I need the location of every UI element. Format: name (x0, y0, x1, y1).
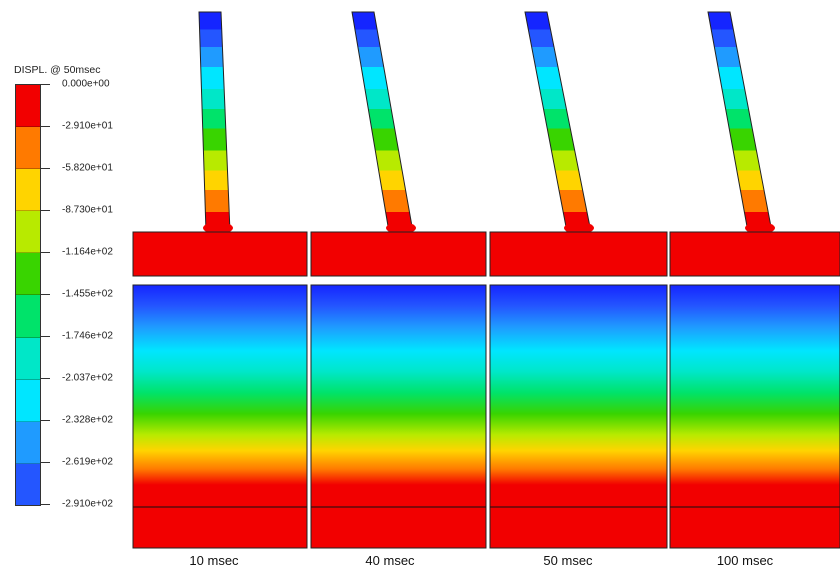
time-label-50ms: 50 msec (543, 553, 593, 568)
legend-tick (40, 336, 50, 337)
legend-tick (40, 504, 50, 505)
legend-swatch-5 (16, 253, 40, 296)
legend-label: -1.746e+02 (62, 330, 113, 342)
legend-swatch-3 (16, 169, 40, 212)
legend-swatch-8 (16, 379, 40, 422)
top-plate-1 (132, 231, 308, 277)
post-base-1 (203, 222, 233, 234)
post-base-3 (564, 222, 594, 234)
legend-label: -2.619e+02 (62, 456, 113, 468)
time-label-100ms: 100 msec (716, 553, 774, 568)
top-plate-3 (489, 231, 668, 277)
legend-swatch-2 (16, 127, 40, 170)
block-1 (132, 284, 308, 549)
time-label-10ms: 10 msec (189, 553, 239, 568)
legend-swatch-4 (16, 211, 40, 254)
post-2 (351, 11, 414, 233)
legend-tick (40, 252, 50, 253)
post-1 (198, 11, 231, 233)
legend-tick (40, 84, 50, 85)
legend-tick (40, 168, 50, 169)
legend-tick (40, 420, 50, 421)
legend-swatch-10 (16, 463, 40, 505)
legend-tick (40, 294, 50, 295)
legend-label: -1.164e+02 (62, 246, 113, 258)
top-plate-2 (310, 231, 487, 277)
legend-label: -2.910e+02 (62, 498, 113, 510)
legend-tick (40, 378, 50, 379)
legend-label: -2.328e+02 (62, 414, 113, 426)
block-4 (669, 284, 840, 549)
post-base-2 (386, 222, 416, 234)
post-4 (707, 11, 773, 233)
block-2 (310, 284, 487, 549)
block-3 (489, 284, 668, 549)
legend-tick (40, 210, 50, 211)
legend-swatch-9 (16, 421, 40, 464)
legend-label: -5.820e+01 (62, 162, 113, 174)
legend-swatch-7 (16, 337, 40, 380)
time-label-40ms: 40 msec (365, 553, 415, 568)
legend-label: -1.455e+02 (62, 288, 113, 300)
legend-swatch-6 (16, 295, 40, 338)
legend-label: -8.730e+01 (62, 204, 113, 216)
legend-color-bar (15, 84, 41, 506)
legend-swatch-1 (16, 85, 40, 128)
legend-tick (40, 462, 50, 463)
top-plate-4 (669, 231, 840, 277)
legend-label: -2.037e+02 (62, 372, 113, 384)
legend-title: DISPL. @ 50msec (14, 64, 101, 76)
legend-label: -2.910e+01 (62, 120, 113, 132)
post-base-4 (745, 222, 775, 234)
legend-tick (40, 126, 50, 127)
post-3 (524, 11, 592, 233)
legend-label: 0.000e+00 (62, 78, 110, 90)
